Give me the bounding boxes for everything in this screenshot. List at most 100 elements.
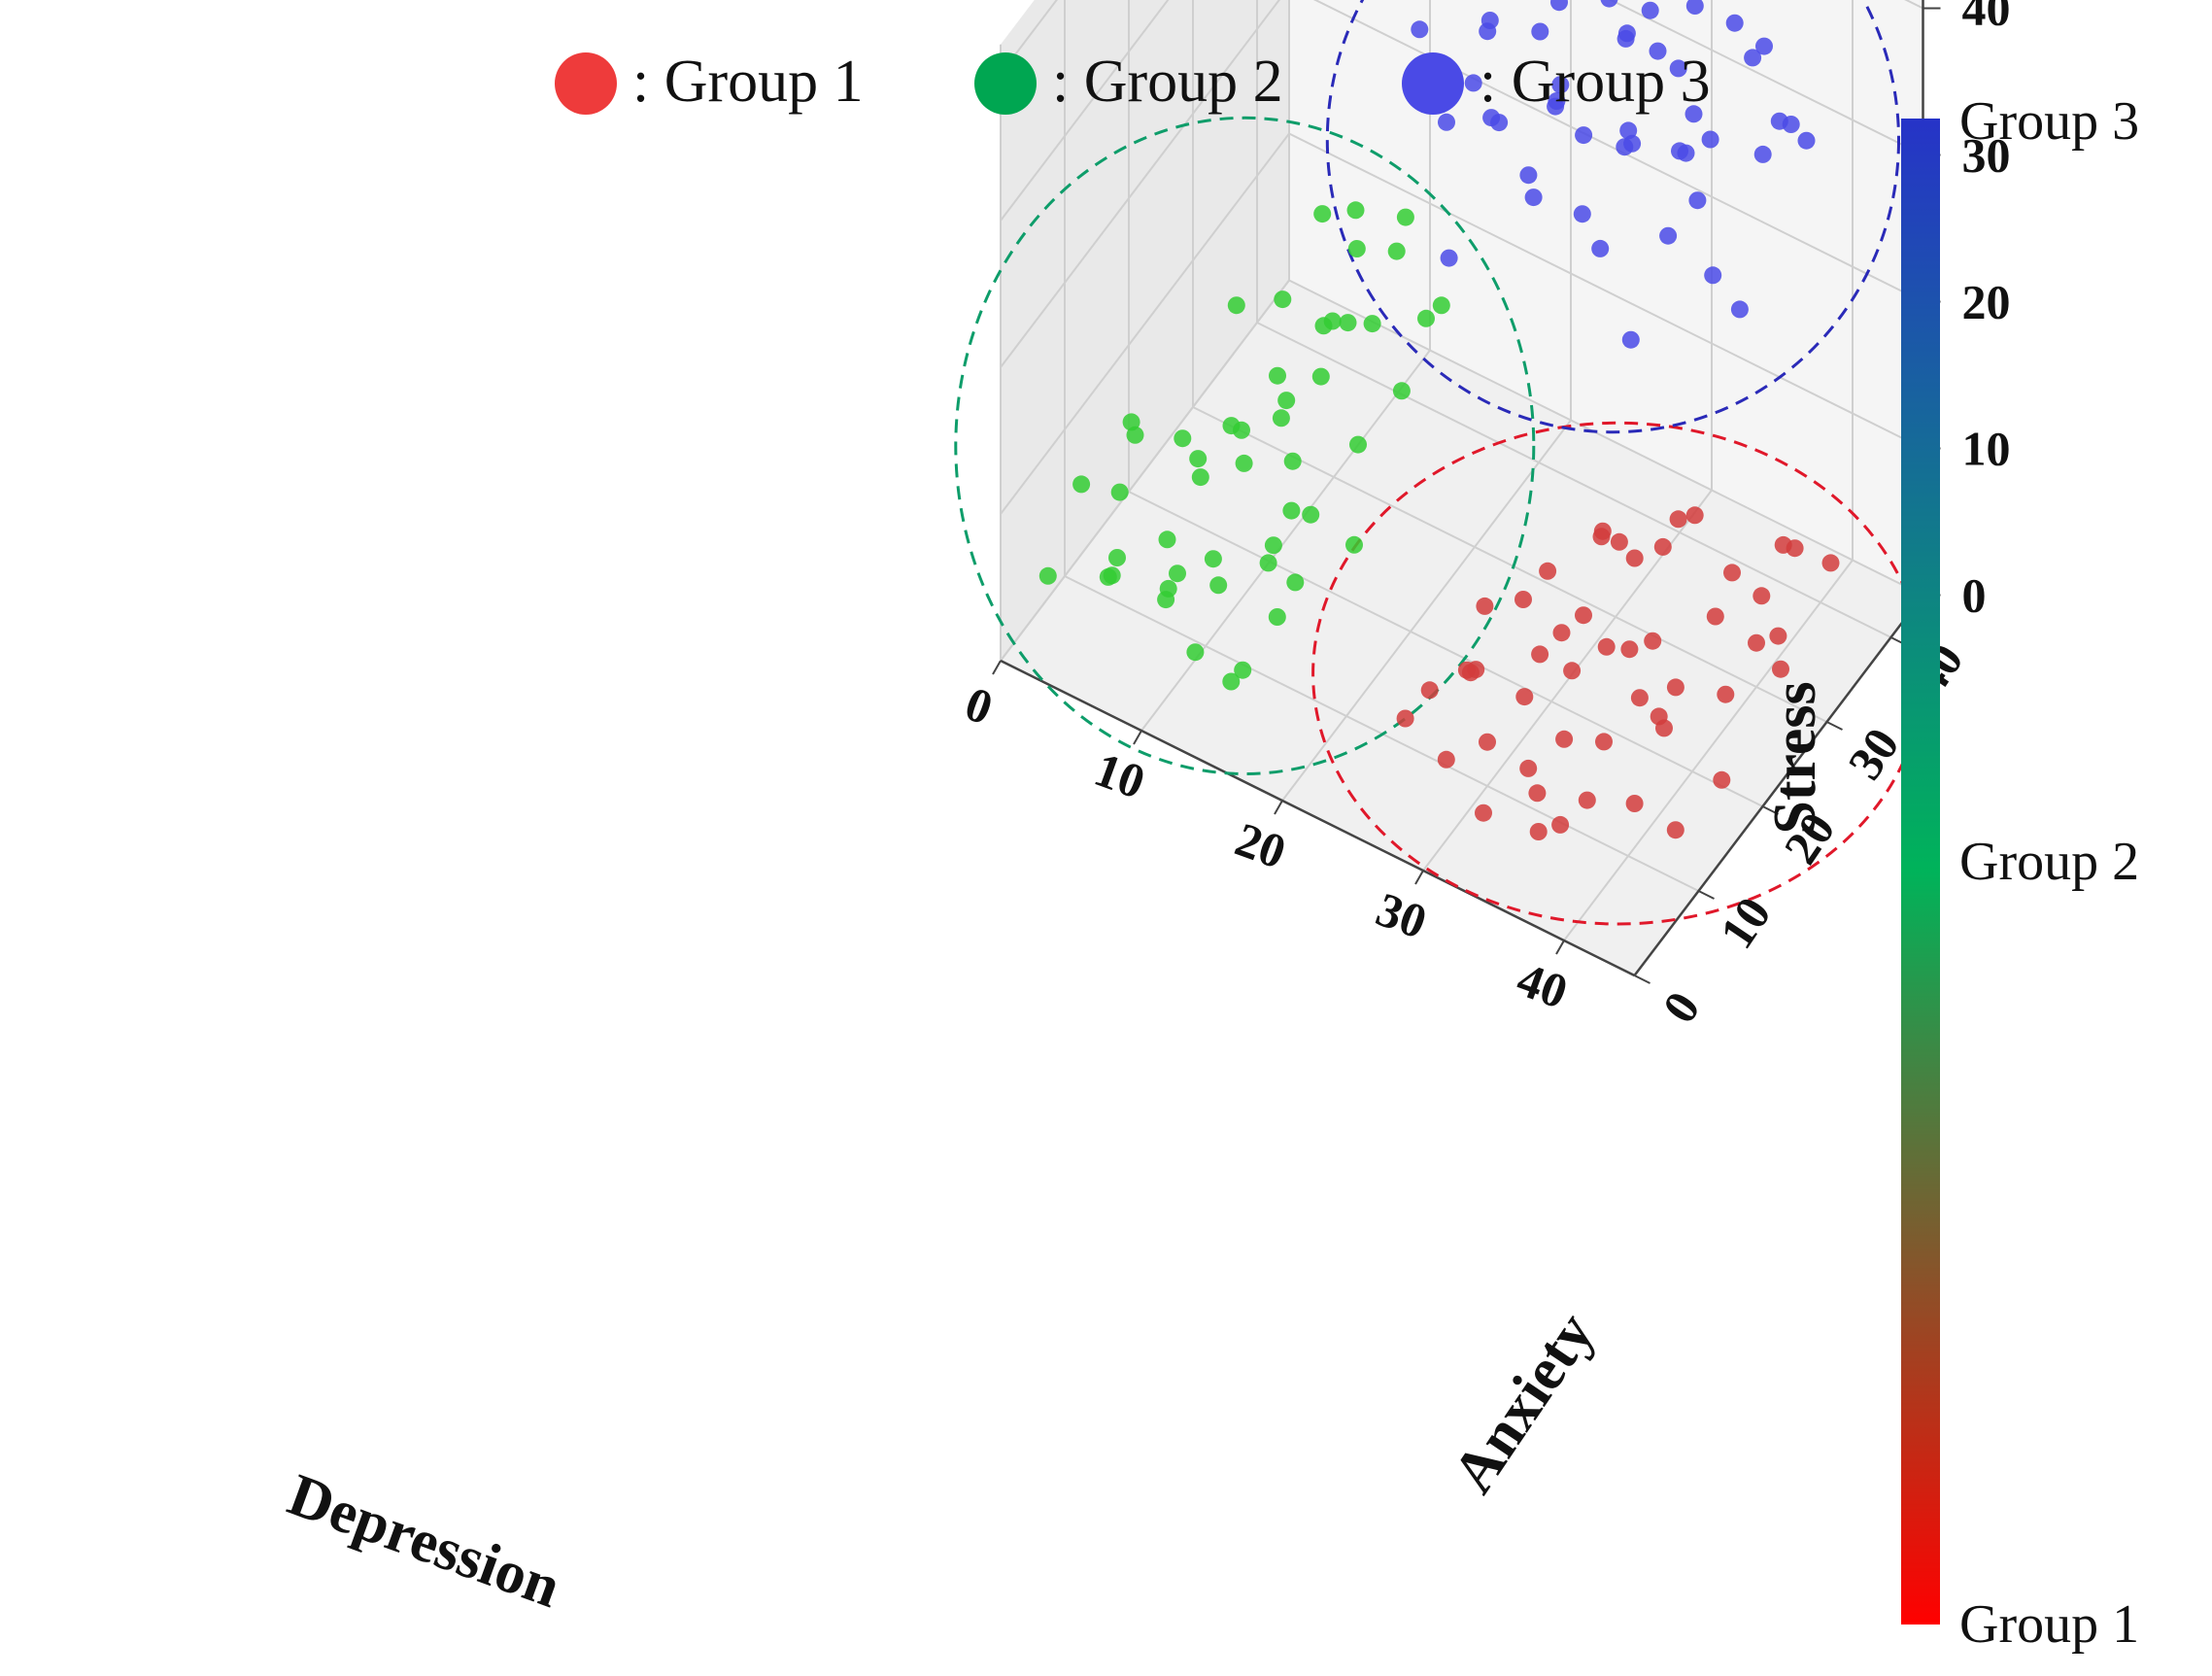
point-group-2 xyxy=(1235,454,1253,472)
grid-line-y-floor xyxy=(1128,491,1763,807)
point-group-3 xyxy=(1669,59,1687,78)
point-group-1 xyxy=(1717,685,1735,703)
point-group-3 xyxy=(1753,145,1772,163)
point-group-2 xyxy=(1274,291,1292,309)
point-group-2 xyxy=(1283,452,1302,470)
point-group-3 xyxy=(1482,109,1501,127)
point-group-1 xyxy=(1713,770,1731,789)
grid-line-x-floor xyxy=(1140,349,1431,732)
grid-line-z-back xyxy=(1312,0,1923,303)
point-group-2 xyxy=(1286,573,1305,592)
point-group-1 xyxy=(1821,554,1840,572)
x-tick-mark xyxy=(1555,940,1565,955)
grid-line-z-left xyxy=(1000,279,1290,662)
point-group-2 xyxy=(1282,501,1301,520)
point-group-3 xyxy=(1573,205,1591,223)
point-group-3 xyxy=(1641,1,1659,19)
point-group-1 xyxy=(1457,661,1476,679)
point-group-1 xyxy=(1706,607,1724,626)
point-group-2 xyxy=(1169,564,1186,583)
point-group-2 xyxy=(1072,475,1091,494)
grid-line-z-back xyxy=(1609,0,1923,156)
point-group-3 xyxy=(1464,74,1482,92)
point-group-2 xyxy=(1311,367,1330,386)
scatter-points xyxy=(1038,0,1840,840)
z-tick-label: 20 xyxy=(1962,275,2011,329)
point-group-3 xyxy=(1685,0,1704,15)
left-pane xyxy=(1001,0,1289,661)
point-group-1 xyxy=(1625,549,1644,567)
point-group-2 xyxy=(1396,208,1414,226)
point-group-1 xyxy=(1563,662,1582,680)
point-group-3 xyxy=(1531,22,1549,41)
point-group-1 xyxy=(1774,535,1792,554)
point-group-3 xyxy=(1519,166,1538,185)
point-group-3 xyxy=(1649,42,1667,60)
point-group-2 xyxy=(1323,312,1342,330)
point-group-2 xyxy=(1038,566,1057,585)
grid-line-x-floor xyxy=(1563,559,1854,941)
y-tick-label: 30 xyxy=(1837,718,1909,789)
point-group-1 xyxy=(1555,730,1574,748)
y-tick-mark xyxy=(1762,805,1779,815)
grid-line-z-left xyxy=(1000,132,1290,515)
x-axis-label: Depression xyxy=(280,1461,568,1621)
point-group-1 xyxy=(1772,660,1789,678)
point-group-3 xyxy=(1550,0,1568,12)
point-group-2 xyxy=(1277,392,1296,410)
ellipse-2 xyxy=(954,116,1536,775)
point-group-1 xyxy=(1666,678,1685,697)
point-group-1 xyxy=(1528,784,1547,803)
grid-line-z-left xyxy=(1000,0,1281,368)
point-group-1 xyxy=(1476,597,1494,615)
point-group-1 xyxy=(1531,645,1549,664)
point-group-1 xyxy=(1519,759,1538,777)
point-group-1 xyxy=(1630,689,1649,707)
point-group-1 xyxy=(1551,815,1570,834)
point-group-3 xyxy=(1704,266,1722,285)
point-group-1 xyxy=(1685,506,1704,525)
point-group-3 xyxy=(1621,330,1640,349)
point-group-1 xyxy=(1610,532,1628,551)
point-group-2 xyxy=(1302,505,1320,524)
point-group-1 xyxy=(1578,791,1596,809)
point-group-2 xyxy=(1363,315,1381,333)
point-group-1 xyxy=(1514,591,1532,608)
point-group-1 xyxy=(1723,564,1741,582)
point-group-2 xyxy=(1392,382,1411,400)
point-group-3 xyxy=(1701,130,1719,149)
point-group-2 xyxy=(1233,421,1250,439)
legend-marker-group-1 xyxy=(555,52,617,115)
point-group-2 xyxy=(1158,530,1176,549)
point-group-3 xyxy=(1623,134,1642,153)
point-group-2 xyxy=(1345,535,1363,554)
point-group-1 xyxy=(1620,640,1639,659)
point-group-1 xyxy=(1669,510,1687,529)
x-tick-label: 40 xyxy=(1511,951,1575,1019)
point-group-3 xyxy=(1797,131,1816,150)
point-group-3 xyxy=(1730,300,1749,319)
point-group-1 xyxy=(1593,522,1612,540)
point-group-3 xyxy=(1575,126,1593,145)
point-group-3 xyxy=(1551,76,1570,94)
legend: : Group 1: Group 2: Group 3 xyxy=(555,49,1711,115)
point-group-3 xyxy=(1591,239,1610,257)
point-group-3 xyxy=(1438,113,1455,131)
point-group-3 xyxy=(1725,14,1744,32)
x-tick-mark xyxy=(1414,870,1424,885)
point-group-1 xyxy=(1666,821,1685,839)
point-group-1 xyxy=(1748,633,1765,652)
x-tick-label: 30 xyxy=(1370,881,1434,949)
point-group-1 xyxy=(1437,750,1455,769)
point-group-3 xyxy=(1755,37,1773,55)
x-tick-mark xyxy=(1133,730,1142,745)
y-axis-label: Anxiety xyxy=(1440,1301,1607,1504)
point-group-1 xyxy=(1595,733,1613,751)
point-group-3 xyxy=(1600,0,1618,8)
x-axis-line xyxy=(1000,659,1636,977)
point-group-2 xyxy=(1234,661,1252,679)
point-group-3 xyxy=(1770,112,1788,130)
grid-line-z-back xyxy=(1288,132,1923,450)
grid-line-y-floor xyxy=(1256,322,1891,638)
point-group-1 xyxy=(1653,537,1672,556)
